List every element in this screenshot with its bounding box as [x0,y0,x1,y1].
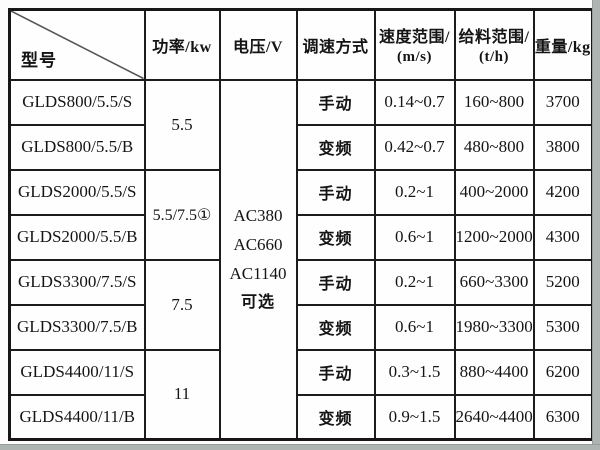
speed-header-line1: 速度范围/ [379,29,450,47]
table-row: GLDS4400/11/B 变频 0.9~1.5 2640~4400 6300 [8,393,594,441]
power-cell: 7.5 [143,258,221,351]
feed-cell: 480~800 [453,123,535,171]
speed-cell: 0.2~1 [373,258,456,306]
spec-table: 型号 功率/kw 电压/V 调速方式 速度范围/ (m/s) 给料范围/ (t/… [8,8,594,441]
feed-cell: 160~800 [453,78,535,126]
table-row: GLDS2000/5.5/S 5.5/7.5① 手动 0.2~1 400~200… [8,168,594,261]
mode-cell: 手动 [295,78,376,126]
model-header-label: 型号 [21,50,57,70]
mode-cell: 变频 [295,213,376,261]
model-cell: GLDS4400/11/B [8,393,146,441]
table-row: GLDS3300/7.5/B 变频 0.6~1 1980~3300 5300 [8,303,594,351]
weight-cell: 6300 [532,393,594,441]
power-cell: 11 [143,348,221,441]
speed-cell: 0.14~0.7 [373,78,456,126]
voltage-option: AC1140 [229,264,287,284]
weight-cell: 4300 [532,213,594,261]
diagonal-line [11,11,144,79]
model-cell: GLDS800/5.5/B [8,123,146,171]
feed-header-line2: (t/h) [479,49,509,66]
table-row: GLDS800/5.5/B 变频 0.42~0.7 480~800 3800 [8,123,594,171]
mode-cell: 手动 [295,258,376,306]
power-cell: 5.5/7.5① [143,168,221,261]
weight-header: 重量/kg [532,8,594,81]
model-cell: GLDS800/5.5/S [8,78,146,126]
weight-cell: 6200 [532,348,594,396]
voltage-option: AC660 [233,235,283,255]
feed-cell: 1200~2000 [453,213,535,261]
model-cell: GLDS4400/11/S [8,348,146,396]
weight-cell: 5200 [532,258,594,306]
speed-cell: 0.6~1 [373,303,456,351]
model-cell: GLDS3300/7.5/B [8,303,146,351]
mode-cell: 变频 [295,303,376,351]
mode-cell: 变频 [295,123,376,171]
voltage-header: 电压/V [218,8,298,81]
feed-cell: 880~4400 [453,348,535,396]
speed-cell: 0.42~0.7 [373,123,456,171]
speed-cell: 0.9~1.5 [373,393,456,441]
feed-header-line1: 给料范围/ [458,29,530,47]
feed-header: 给料范围/ (t/h) [453,8,535,81]
table-row: GLDS800/5.5/S 5.5 AC380 AC660 AC1140 可选 … [8,78,594,441]
speed-header-line2: (m/s) [397,49,432,66]
photo-edge-bottom [0,444,600,450]
model-cell: GLDS3300/7.5/S [8,258,146,306]
mode-cell: 手动 [295,348,376,396]
speed-cell: 0.3~1.5 [373,348,456,396]
table-row: GLDS2000/5.5/B 变频 0.6~1 1200~2000 4300 [8,213,594,261]
mode-cell: 变频 [295,393,376,441]
speed-header: 速度范围/ (m/s) [373,8,456,81]
voltage-option: 可选 [240,294,275,312]
voltage-cell: AC380 AC660 AC1140 可选 [218,78,298,441]
weight-cell: 3700 [532,78,594,126]
mode-cell: 手动 [295,168,376,216]
weight-cell: 3800 [532,123,594,171]
feed-cell: 1980~3300 [453,303,535,351]
weight-cell: 4200 [532,168,594,216]
model-header-cell: 型号 [8,8,146,81]
feed-cell: 400~2000 [453,168,535,216]
power-header: 功率/kw [143,8,221,81]
speed-cell: 0.2~1 [373,168,456,216]
table-row: GLDS3300/7.5/S 7.5 手动 0.2~1 660~3300 520… [8,258,594,351]
model-cell: GLDS2000/5.5/S [8,168,146,216]
feed-cell: 660~3300 [453,258,535,306]
feed-cell: 2640~4400 [453,393,535,441]
mode-header: 调速方式 [295,8,376,81]
table-row: GLDS4400/11/S 11 手动 0.3~1.5 880~4400 620… [8,348,594,441]
voltage-option: AC380 [233,206,283,226]
photo-edge-right [592,0,600,450]
model-cell: GLDS2000/5.5/B [8,213,146,261]
header-row: 型号 功率/kw 电压/V 调速方式 速度范围/ (m/s) 给料范围/ (t/… [8,8,594,81]
power-cell: 5.5 [143,78,221,171]
weight-cell: 5300 [532,303,594,351]
speed-cell: 0.6~1 [373,213,456,261]
